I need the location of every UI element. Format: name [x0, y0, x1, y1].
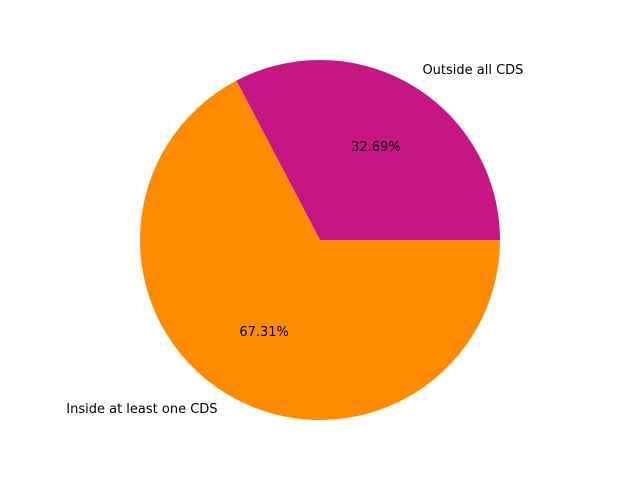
- slice-category-label: Outside all CDS: [422, 63, 523, 78]
- slice-category-label: Inside at least one CDS: [66, 402, 217, 417]
- slice-percent-label: 67.31%: [239, 325, 289, 340]
- pie-slice-outside-all-cds: [236, 59, 501, 241]
- pie-slice-inside-at-least-one-cds: [140, 80, 501, 421]
- pie-labels: 32.69% Outside all CDS 67.31% Inside at lea…: [66, 63, 523, 417]
- pie-slices: [140, 59, 501, 421]
- slice-percent-label: 32.69%: [351, 140, 401, 155]
